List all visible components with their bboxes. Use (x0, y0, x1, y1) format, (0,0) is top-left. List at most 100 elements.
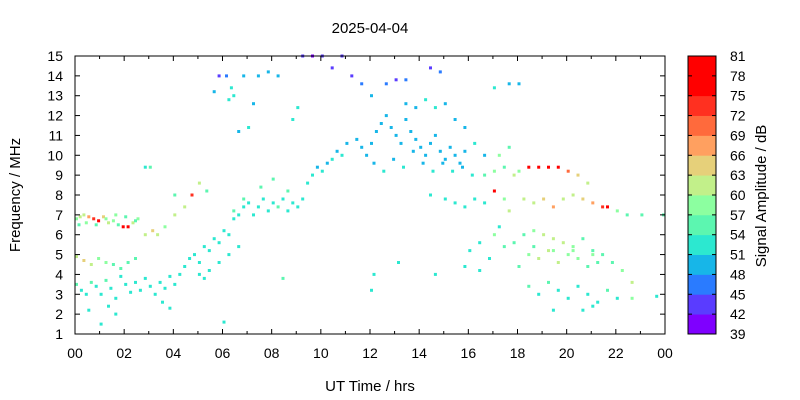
x-tick-label: 18 (510, 345, 526, 361)
data-point (207, 249, 211, 253)
data-point (399, 141, 403, 145)
data-point (372, 161, 376, 165)
data-point (468, 249, 472, 253)
colorbar: 39 42 45 48 51 54 57 60 63 66 69 72 75 78 81 (687, 48, 746, 342)
data-point (79, 288, 83, 292)
data-point (556, 261, 560, 264)
data-point (242, 197, 246, 201)
data-point (75, 255, 78, 259)
data-point (237, 213, 241, 217)
data-point (384, 82, 388, 86)
data-point (601, 253, 605, 257)
data-point (136, 217, 140, 221)
data-point (571, 245, 575, 249)
data-point (551, 237, 555, 241)
data-point (429, 141, 432, 145)
data-point (488, 257, 491, 260)
data-point (173, 193, 177, 197)
data-point (97, 219, 101, 223)
data-point (350, 74, 354, 78)
data-point (453, 201, 457, 205)
data-point (566, 253, 570, 257)
data-point (458, 161, 462, 165)
data-point (374, 130, 378, 133)
data-point (537, 165, 541, 169)
data-point (372, 272, 376, 276)
data-point (551, 308, 555, 312)
data-point (242, 74, 246, 78)
data-point (168, 306, 172, 310)
data-point (296, 205, 300, 209)
y-tick-label: 4 (55, 266, 63, 282)
colorbar-tick-label: 66 (730, 147, 746, 163)
data-point (370, 141, 373, 145)
data-point (606, 205, 609, 209)
data-point (148, 284, 152, 288)
data-point (107, 304, 110, 308)
data-point (414, 137, 418, 141)
data-point (470, 173, 474, 177)
colorbar-tick-label: 57 (730, 207, 746, 223)
data-point (556, 288, 560, 292)
data-point (247, 126, 251, 129)
data-point (153, 292, 157, 296)
data-point (75, 217, 78, 221)
x-tick-label: 02 (116, 345, 132, 361)
data-point (547, 280, 550, 284)
colorbar-band (688, 95, 716, 116)
data-point (104, 278, 108, 282)
data-point (517, 265, 521, 268)
data-point (114, 312, 118, 316)
data-point (431, 169, 435, 173)
data-point (301, 197, 305, 201)
data-point (532, 229, 536, 233)
data-point (441, 161, 445, 165)
data-point (527, 253, 531, 257)
colorbar-tick-label: 48 (730, 266, 746, 282)
data-point (448, 145, 452, 149)
colorbar-tick-label: 75 (730, 88, 746, 104)
data-point (566, 296, 570, 300)
data-point (443, 102, 447, 106)
data-point (315, 165, 319, 169)
data-point (601, 205, 605, 209)
data-point (202, 276, 206, 280)
data-point (507, 145, 511, 149)
data-point (473, 197, 477, 201)
data-point (286, 209, 290, 213)
data-point (382, 169, 386, 173)
colorbar-band (688, 135, 716, 156)
data-point (296, 106, 300, 110)
data-point (433, 272, 437, 276)
data-point (116, 223, 120, 227)
y-tick-label: 1 (55, 326, 63, 342)
data-point (217, 261, 221, 264)
data-point (591, 249, 595, 253)
data-point (242, 205, 246, 209)
data-point (335, 149, 339, 153)
data-point (483, 173, 487, 177)
x-tick-label: 20 (559, 345, 575, 361)
data-point (232, 217, 236, 221)
data-point (620, 269, 624, 272)
data-point (114, 213, 118, 217)
data-point (124, 215, 128, 219)
data-point (126, 225, 130, 229)
data-point (433, 133, 437, 137)
colorbar-tick-label: 51 (730, 247, 746, 263)
data-point (576, 173, 580, 177)
data-point (225, 74, 228, 78)
y-tick-label: 7 (55, 207, 63, 223)
data-point (217, 74, 221, 78)
colorbar-band (688, 175, 716, 196)
data-point (379, 122, 383, 125)
data-point (581, 197, 585, 201)
colorbar-band (688, 115, 716, 136)
data-point (252, 213, 255, 217)
data-point (478, 269, 482, 272)
colorbar-band (688, 75, 716, 97)
colorbar-tick-label: 72 (730, 108, 746, 124)
data-point (84, 221, 88, 225)
